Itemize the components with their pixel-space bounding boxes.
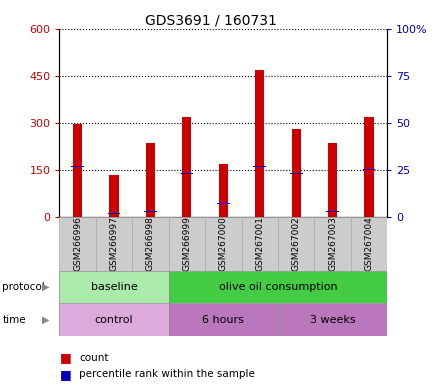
Bar bbox=[351, 217, 387, 271]
Bar bbox=[169, 217, 205, 271]
Bar bbox=[328, 143, 337, 217]
Text: ▶: ▶ bbox=[42, 282, 50, 292]
Text: GSM267000: GSM267000 bbox=[219, 217, 228, 271]
Text: percentile rank within the sample: percentile rank within the sample bbox=[79, 369, 255, 379]
Text: baseline: baseline bbox=[91, 282, 137, 292]
Bar bbox=[182, 117, 191, 217]
Bar bbox=[219, 164, 228, 217]
Bar bbox=[253, 166, 266, 167]
Bar bbox=[314, 217, 351, 271]
Bar bbox=[59, 271, 169, 303]
Text: ■: ■ bbox=[59, 351, 71, 364]
Bar bbox=[169, 303, 278, 336]
Bar bbox=[326, 211, 339, 212]
Text: 3 weeks: 3 weeks bbox=[310, 314, 356, 325]
Text: count: count bbox=[79, 353, 109, 363]
Bar bbox=[363, 169, 375, 170]
Bar bbox=[132, 217, 169, 271]
Bar bbox=[146, 143, 155, 217]
Bar bbox=[217, 203, 230, 204]
Bar bbox=[290, 173, 303, 174]
Text: ▶: ▶ bbox=[42, 314, 50, 325]
Bar bbox=[205, 217, 242, 271]
Bar bbox=[108, 213, 121, 214]
Text: GSM267001: GSM267001 bbox=[255, 217, 264, 271]
Bar bbox=[242, 217, 278, 271]
Text: GDS3691 / 160731: GDS3691 / 160731 bbox=[145, 13, 277, 27]
Bar bbox=[180, 173, 193, 174]
Bar bbox=[73, 124, 82, 217]
Text: time: time bbox=[2, 314, 26, 325]
Bar bbox=[71, 166, 84, 167]
Text: ■: ■ bbox=[59, 368, 71, 381]
Text: GSM267003: GSM267003 bbox=[328, 217, 337, 271]
Bar bbox=[96, 217, 132, 271]
Bar bbox=[292, 129, 301, 217]
Text: 6 hours: 6 hours bbox=[202, 314, 244, 325]
Bar bbox=[278, 217, 314, 271]
Text: olive oil consumption: olive oil consumption bbox=[219, 282, 337, 292]
Bar bbox=[59, 303, 169, 336]
Bar bbox=[255, 70, 264, 217]
Bar bbox=[144, 211, 157, 212]
Text: GSM266999: GSM266999 bbox=[182, 217, 191, 271]
Bar bbox=[169, 271, 387, 303]
Bar bbox=[364, 117, 374, 217]
Text: GSM266998: GSM266998 bbox=[146, 217, 155, 271]
Bar bbox=[110, 175, 119, 217]
Text: protocol: protocol bbox=[2, 282, 45, 292]
Text: GSM266997: GSM266997 bbox=[110, 217, 118, 271]
Text: GSM266996: GSM266996 bbox=[73, 217, 82, 271]
Bar bbox=[59, 217, 96, 271]
Text: GSM267002: GSM267002 bbox=[292, 217, 301, 271]
Text: control: control bbox=[95, 314, 133, 325]
Bar bbox=[278, 303, 387, 336]
Text: GSM267004: GSM267004 bbox=[364, 217, 374, 271]
